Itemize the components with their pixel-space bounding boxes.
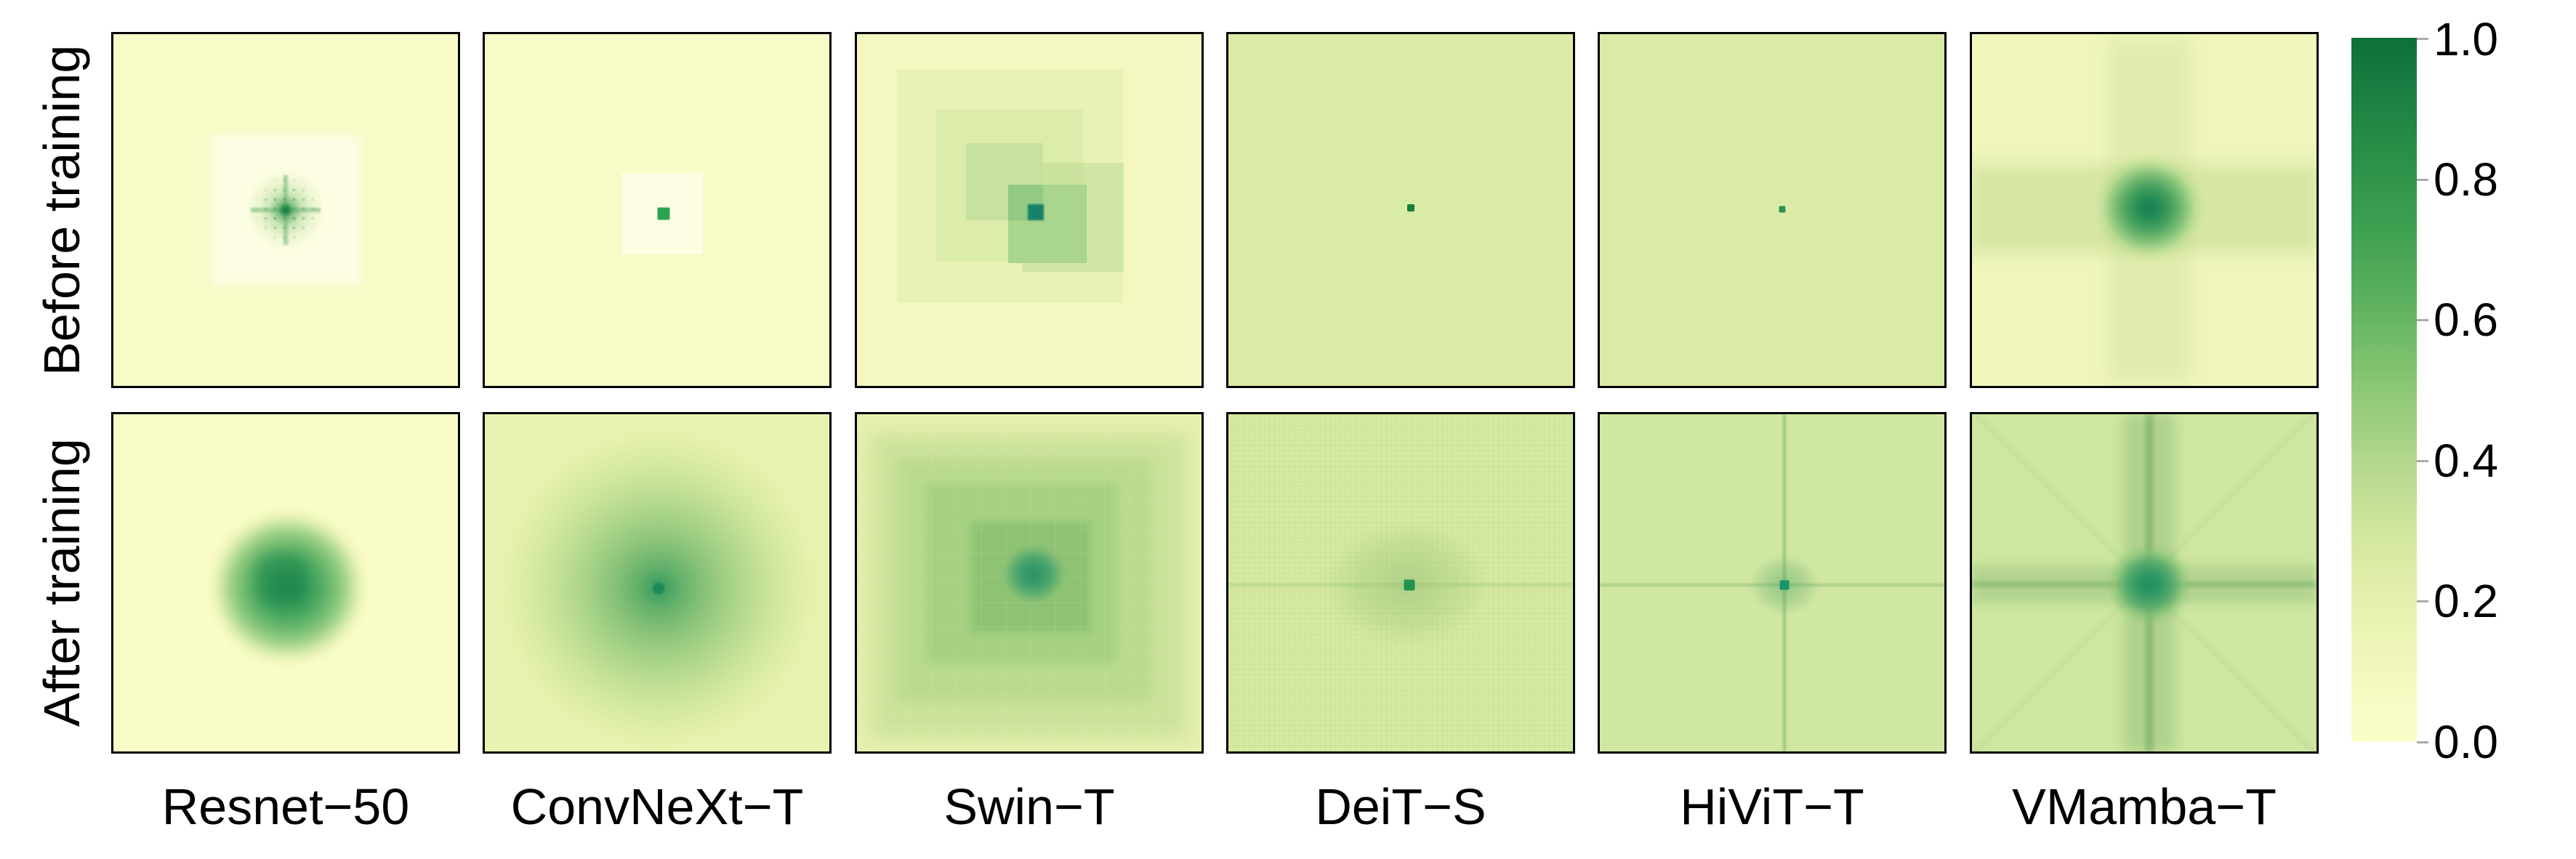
heat-layer (1028, 204, 1044, 220)
column-label-hivit: HiViT−T (1680, 778, 1864, 835)
heatmap-panel-after-deit (1226, 412, 1575, 754)
heat-layer (2088, 148, 2211, 267)
heat-layer (1404, 579, 1415, 591)
heat-layer (256, 553, 307, 604)
heatmap-panel-before-swin (855, 32, 1204, 388)
heat-layer (653, 583, 664, 594)
colorbar-tick-label: 0.2 (2434, 575, 2498, 627)
colorbar-tick (2417, 741, 2428, 743)
heatmap-panel-before-hivit (1598, 32, 1947, 388)
heatmap-panel-before-convnext (483, 32, 832, 388)
colorbar-tick (2417, 460, 2428, 462)
heat-layer (1779, 580, 1790, 590)
column-label-vmamba: VMamba−T (2012, 778, 2277, 835)
column-label-deit: DeiT−S (1315, 778, 1486, 835)
heat-layer (1779, 206, 1786, 213)
column-label-convnext: ConvNeXt−T (510, 778, 804, 835)
heat-layer (1000, 543, 1067, 605)
colorbar-tick (2417, 319, 2428, 321)
row-label-after-training: After training (33, 438, 90, 727)
colorbar-tick-label: 1.0 (2434, 13, 2498, 65)
colorbar-tick-label: 0.0 (2434, 716, 2498, 768)
column-label-swin: Swin−T (943, 778, 1115, 835)
colorbar-tick-label: 0.6 (2434, 294, 2498, 346)
heat-layer (1407, 204, 1414, 211)
heatmap-panel-after-hivit (1598, 412, 1947, 754)
colorbar-tick (2417, 38, 2428, 40)
colorbar-tick (2417, 600, 2428, 602)
heat-layer (231, 156, 340, 265)
heatmap-panel-before-resnet50 (111, 32, 460, 388)
heatmap-panel-after-resnet50 (111, 412, 460, 754)
heat-layer (1228, 583, 1573, 587)
heatmap-panel-after-vmamba (1970, 412, 2319, 754)
heatmap-panel-before-deit (1226, 32, 1575, 388)
heat-layer (2102, 539, 2197, 629)
colorbar-tick (2417, 179, 2428, 181)
heat-layer (657, 207, 670, 220)
column-label-resnet50: Resnet−50 (161, 778, 410, 835)
heat-layer (1600, 584, 1944, 586)
colorbar (2351, 38, 2417, 741)
heatmap-panel-after-swin (855, 412, 1204, 754)
heatmap-panel-before-vmamba (1970, 32, 2319, 388)
colorbar-tick-label: 0.8 (2434, 153, 2498, 206)
colorbar-tick-label: 0.4 (2434, 435, 2498, 487)
heatmap-panel-after-convnext (483, 412, 832, 754)
row-label-before-training: Before training (33, 44, 90, 376)
heat-layer (209, 510, 366, 664)
